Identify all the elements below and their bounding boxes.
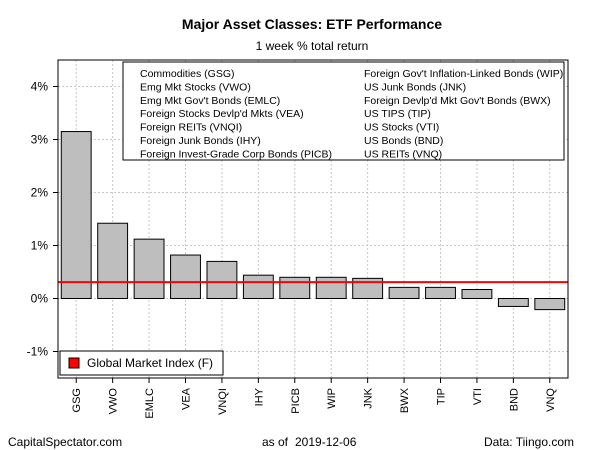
x-tick-label: BWX — [399, 387, 411, 413]
chart-subtitle: 1 week % total return — [256, 39, 369, 53]
y-tick-label: 1% — [31, 239, 49, 253]
footer-date: 2019-12-06 — [295, 435, 357, 449]
x-tick-label: BND — [508, 388, 520, 411]
x-tick-label: WIP — [326, 388, 338, 409]
bar-emlc — [133, 238, 165, 299]
x-tick-label: EMLC — [144, 388, 156, 419]
bar-jnk — [352, 277, 384, 299]
legend-entry: Emg Mkt Gov't Bonds (EMLC) — [140, 95, 280, 107]
legend-entry: Foreign Junk Bonds (IHY) — [140, 135, 261, 147]
bar-tip — [425, 286, 456, 299]
legend-entry: US TIPS (TIP) — [364, 108, 431, 120]
bar-gsg — [60, 131, 92, 299]
legend-entry: Foreign Stocks Devlp'd Mkts (VEA) — [140, 108, 304, 120]
plot-frame — [57, 59, 569, 379]
legend-bottom: Global Market Index (F) — [59, 350, 224, 376]
y-axis: -1% 0% 1% 2% 3% 4% — [27, 80, 58, 359]
y-tick-label: 0% — [31, 292, 49, 306]
x-tick-label: TIP — [436, 388, 448, 405]
legend-entry: Emg Mkt Stocks (VWO) — [140, 81, 251, 93]
x-tick-label: VEA — [181, 387, 193, 410]
x-tick-label: JNK — [363, 387, 375, 408]
bar-ihy — [242, 274, 274, 299]
legend-entry: US Bonds (BND) — [364, 135, 443, 147]
footer-as-of-label: as of — [262, 435, 289, 449]
x-tick-label: VNQ — [545, 388, 557, 412]
bar-vnqi — [206, 260, 238, 299]
legend-entry: Foreign REITs (VNQI) — [140, 122, 242, 134]
legend-entry: Global Market Index (F) — [87, 356, 213, 370]
chart-title: Major Asset Classes: ETF Performance — [182, 16, 442, 32]
x-tick-label: VWO — [108, 388, 120, 415]
y-tick-label: 2% — [31, 186, 49, 200]
y-tick-label: -1% — [27, 345, 49, 359]
x-tick-label: PICB — [290, 388, 302, 414]
legend-entry: US Stocks (VTI) — [364, 122, 439, 134]
legend-entry: Foreign Invest-Grade Corp Bonds (PICB) — [140, 148, 332, 160]
bar-picb — [279, 276, 311, 299]
legend-swatch — [68, 357, 80, 369]
y-tick-label: 4% — [31, 80, 49, 94]
legend-entry: Commodities (GSG) — [140, 68, 235, 80]
footer-source-site: CapitalSpectator.com — [8, 435, 122, 449]
footer-data-source: Data: Tiingo.com — [484, 435, 574, 449]
bar-vnq — [534, 298, 566, 311]
bar-bwx — [388, 286, 420, 299]
x-tick-label: IHY — [253, 387, 265, 406]
legend-top: Commodities (GSG)Emg Mkt Stocks (VWO) Emg… — [122, 61, 565, 161]
x-tick-label: GSG — [71, 388, 83, 412]
bar-wip — [315, 276, 347, 299]
legend-top-box — [122, 61, 565, 161]
legend-entry: US REITs (VNQ) — [364, 148, 442, 160]
bar-vea — [170, 254, 201, 299]
x-tick-label: VTI — [472, 388, 484, 405]
bar-vwo — [97, 222, 129, 300]
legend-entry: US Junk Bonds (JNK) — [364, 81, 466, 93]
legend-bottom-box — [59, 350, 224, 376]
x-tick-label: VNQI — [217, 388, 229, 415]
y-tick-label: 3% — [31, 133, 49, 147]
legend-entry: Foreign Devlp'd Mkt Gov't Bonds (BWX) — [364, 95, 551, 107]
bar-bnd — [497, 298, 529, 307]
x-axis-categories: GSG VWO EMLC VEA VNQI IHY PICB WIP JNK BWX TIP VTI B… — [71, 378, 557, 419]
bar-vti — [461, 288, 493, 299]
legend-entry: Foreign Gov't Inflation-Linked Bonds (WI… — [364, 68, 563, 80]
